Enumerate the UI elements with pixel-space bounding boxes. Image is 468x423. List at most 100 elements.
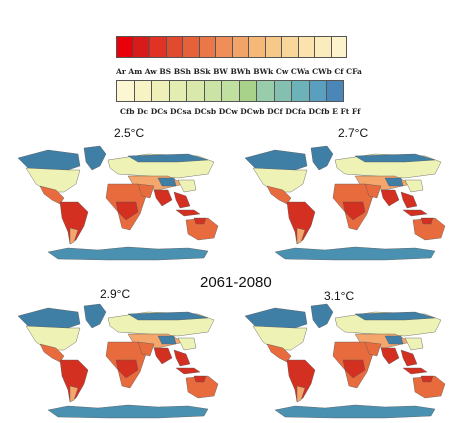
map-region-17 (175, 367, 201, 375)
map-region-15 (400, 349, 418, 367)
map-region-2 (17, 307, 81, 329)
world-map-1 (17, 145, 219, 261)
map-region-16 (404, 337, 424, 351)
legend-row-2 (116, 80, 344, 102)
map-region-17 (402, 367, 428, 375)
legend-swatch-CWa (281, 36, 298, 58)
world-map-2 (244, 145, 446, 261)
legend-swatch-DCsa (168, 80, 186, 102)
legend-swatch-DCwb (221, 80, 239, 102)
map-region-10 (384, 177, 404, 187)
map-region-19 (420, 217, 434, 225)
map-region-19 (193, 375, 207, 383)
map-region-18 (412, 217, 446, 241)
map-region-16 (177, 179, 197, 193)
map-region-4 (39, 343, 65, 363)
map-region-3 (252, 325, 308, 351)
map-region-4 (39, 185, 65, 205)
legend-swatch-BW (215, 36, 232, 58)
map-region-12 (342, 359, 366, 379)
map-region-1 (83, 145, 107, 171)
map-region-6 (296, 385, 306, 403)
legend-swatch-BS (165, 36, 182, 58)
map-region-14 (380, 189, 400, 207)
map-region-12 (342, 201, 366, 221)
legend-swatch-Am (132, 36, 149, 58)
legend-swatch-DCs (151, 80, 169, 102)
map-region-5 (286, 201, 316, 245)
panel-title-4: 3.1°C (324, 289, 355, 303)
map-region-5 (59, 201, 89, 245)
legend-swatch-Cfb (116, 80, 134, 102)
map-region-0 (47, 246, 209, 261)
map-region-15 (173, 191, 191, 209)
legend-swatch-BWh (231, 36, 248, 58)
map-region-18 (412, 375, 446, 399)
map-region-8 (127, 153, 209, 163)
map-region-12 (115, 359, 139, 379)
legend-swatch-DCfb (273, 80, 291, 102)
legend-swatch-Ff (326, 80, 344, 102)
period-label: 2061-2080 (200, 274, 272, 291)
map-region-16 (404, 179, 424, 193)
map-region-6 (69, 385, 79, 403)
map-region-2 (17, 149, 81, 171)
legend-swatch-Dc (133, 80, 151, 102)
map-region-17 (402, 209, 428, 217)
legend-swatch-Aw (149, 36, 166, 58)
legend-swatch-CWb (297, 36, 314, 58)
map-region-1 (310, 303, 334, 329)
legend-row-2-labels: Cfb Dc DCs DCsa DCsb DCw DCwb DCf DCfa D… (120, 107, 361, 116)
map-region-19 (193, 217, 207, 225)
legend-swatch-DCsb (186, 80, 204, 102)
legend-swatch-BSh (182, 36, 199, 58)
map-region-3 (25, 325, 81, 351)
map-region-13 (137, 183, 155, 199)
map-region-13 (364, 341, 382, 357)
map-region-4 (266, 185, 292, 205)
map-region-3 (252, 167, 308, 193)
map-region-8 (354, 311, 436, 321)
map-region-19 (420, 375, 434, 383)
map-region-12 (115, 201, 139, 221)
map-region-10 (157, 177, 177, 187)
map-region-17 (175, 209, 201, 217)
map-region-8 (354, 153, 436, 163)
map-region-5 (59, 359, 89, 403)
legend-swatch-DCf (238, 80, 256, 102)
world-map-3 (17, 303, 219, 419)
map-region-13 (364, 183, 382, 199)
map-region-15 (173, 349, 191, 367)
world-map-4 (244, 303, 446, 419)
legend-row-1-labels: Ar Am Aw BS BSh BSk BW BWh BWk Cw CWa CW… (116, 67, 362, 76)
map-region-10 (157, 335, 177, 345)
map-region-3 (25, 167, 81, 193)
legend-swatch-BWk (248, 36, 265, 58)
map-region-8 (127, 311, 209, 321)
map-region-15 (400, 191, 418, 209)
map-region-5 (286, 359, 316, 403)
legend-swatch-Ar (116, 36, 133, 58)
map-region-14 (153, 189, 173, 207)
legend-swatch-Ft (308, 80, 326, 102)
legend-row-1 (116, 36, 347, 58)
map-region-1 (83, 303, 107, 329)
map-region-14 (380, 347, 400, 365)
legend-swatch-E (291, 80, 309, 102)
legend-swatch-Cw (264, 36, 281, 58)
map-region-6 (296, 227, 306, 245)
legend-swatch-BSk (198, 36, 215, 58)
map-region-0 (47, 404, 209, 419)
map-region-16 (177, 337, 197, 351)
legend-swatch-DCfa (256, 80, 274, 102)
panel-title-3: 2.9°C (100, 287, 131, 301)
map-region-2 (244, 307, 308, 329)
map-region-10 (384, 335, 404, 345)
map-region-4 (266, 343, 292, 363)
map-region-1 (310, 145, 334, 171)
legend-swatch-CFa (330, 36, 347, 58)
map-region-13 (137, 341, 155, 357)
map-region-18 (185, 375, 219, 399)
map-region-14 (153, 347, 173, 365)
legend-swatch-DCw (203, 80, 221, 102)
